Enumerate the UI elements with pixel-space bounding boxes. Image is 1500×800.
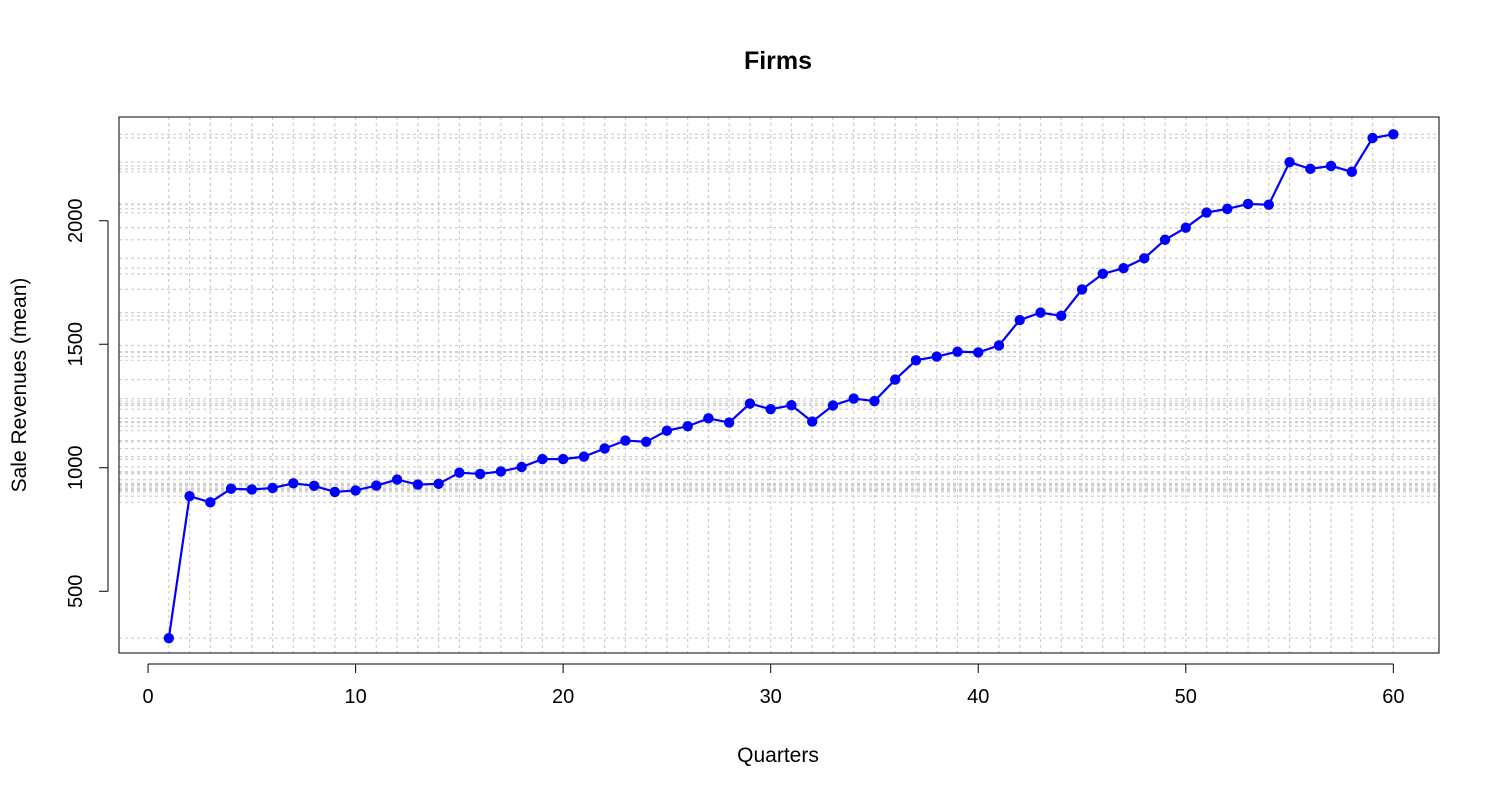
data-point (537, 453, 548, 465)
data-point (1014, 314, 1025, 326)
data-point (807, 416, 818, 427)
data-point (1242, 198, 1254, 210)
data-point (1035, 307, 1046, 318)
data-point (412, 479, 424, 490)
data-point (308, 480, 320, 491)
x-tick-label: 40 (967, 686, 989, 708)
data-point (1097, 268, 1108, 280)
data-point (246, 484, 258, 495)
data-point (1159, 234, 1171, 245)
y-axis-label: Sale Revenues (mean) (8, 278, 31, 493)
data-point (1180, 222, 1191, 233)
data-point (827, 400, 839, 411)
data-point (1076, 284, 1088, 295)
data-point (744, 398, 756, 409)
data-point (329, 486, 341, 498)
data-point (1305, 163, 1316, 175)
data-point (703, 413, 714, 424)
data-point (1388, 129, 1399, 140)
data-point (661, 425, 673, 436)
series-sale-revenues (163, 129, 1399, 644)
x-tick-label: 30 (760, 686, 782, 708)
data-point (163, 632, 175, 644)
grid (119, 117, 1439, 653)
data-point (433, 478, 444, 490)
data-point (225, 483, 237, 494)
data-point (288, 478, 299, 489)
y-tick-label: 1500 (65, 322, 87, 367)
data-point (1367, 132, 1378, 144)
x-axis: 0 10 20 30 40 50 60 (142, 663, 1404, 708)
data-point (1346, 166, 1358, 178)
data-point (1056, 310, 1067, 322)
data-point (640, 436, 652, 448)
y-tick-label: 2000 (65, 198, 87, 243)
data-point (931, 351, 942, 362)
data-point (786, 400, 797, 411)
data-point (848, 393, 859, 404)
data-point (454, 467, 465, 478)
data-point (1201, 207, 1212, 218)
data-point (973, 347, 984, 358)
data-point (391, 474, 403, 485)
y-axis: 500 1000 1500 2000 (65, 198, 109, 608)
data-point (1263, 199, 1275, 210)
data-point (1284, 157, 1295, 168)
chart-title: Firms (744, 47, 812, 75)
x-tick-label: 60 (1382, 686, 1404, 708)
data-point (682, 421, 693, 432)
y-tick-label: 500 (65, 575, 87, 608)
data-point (599, 443, 610, 454)
data-point (371, 480, 382, 491)
x-tick-label: 10 (344, 686, 366, 708)
x-tick-label: 0 (142, 686, 153, 708)
data-point (765, 404, 776, 415)
x-tick-label: 50 (1175, 686, 1197, 708)
plot-frame (118, 116, 1440, 654)
y-tick-label: 1000 (65, 445, 87, 490)
data-point (267, 482, 278, 494)
data-point (1139, 253, 1150, 264)
data-point (557, 453, 569, 465)
data-point (1118, 262, 1129, 274)
data-point (1222, 203, 1233, 215)
data-point (495, 466, 507, 477)
data-point (910, 355, 922, 366)
x-axis-label: Quarters (737, 744, 819, 767)
data-point (620, 435, 631, 446)
data-point (869, 395, 880, 407)
data-point (474, 468, 486, 480)
data-point (578, 451, 590, 462)
data-point (350, 485, 361, 496)
data-point (1325, 160, 1337, 172)
data-point (184, 490, 195, 502)
data-point (993, 340, 1005, 351)
data-point (952, 346, 963, 357)
x-tick-label: 20 (552, 686, 574, 708)
data-point (723, 417, 735, 428)
data-point (205, 497, 216, 508)
data-point (516, 461, 527, 473)
data-point (890, 374, 901, 385)
